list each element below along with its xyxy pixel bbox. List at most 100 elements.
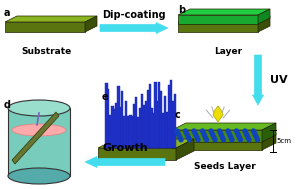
Circle shape xyxy=(213,138,217,142)
Bar xyxy=(135,97,137,148)
Circle shape xyxy=(245,133,249,137)
Circle shape xyxy=(218,131,223,135)
Circle shape xyxy=(252,131,257,135)
Bar xyxy=(127,116,129,148)
FancyArrow shape xyxy=(100,22,168,33)
Bar xyxy=(117,86,120,148)
Circle shape xyxy=(211,133,215,137)
Bar xyxy=(123,116,126,148)
Text: e: e xyxy=(102,92,109,102)
Bar xyxy=(109,115,112,148)
Bar xyxy=(119,107,121,148)
Bar xyxy=(137,117,139,148)
Circle shape xyxy=(187,136,190,140)
Circle shape xyxy=(210,131,214,135)
Bar xyxy=(170,80,172,148)
Bar xyxy=(107,89,109,148)
Text: 5cm: 5cm xyxy=(276,138,291,144)
Circle shape xyxy=(255,138,260,142)
Circle shape xyxy=(220,133,224,137)
Bar xyxy=(111,106,114,148)
Bar xyxy=(139,108,141,148)
Bar xyxy=(129,115,132,148)
Ellipse shape xyxy=(8,100,70,116)
Polygon shape xyxy=(85,16,97,32)
Polygon shape xyxy=(258,9,270,24)
Circle shape xyxy=(226,129,230,133)
Text: Seeds Layer: Seeds Layer xyxy=(194,162,256,171)
Text: d: d xyxy=(4,100,11,110)
Circle shape xyxy=(195,136,199,140)
Circle shape xyxy=(228,133,232,137)
Circle shape xyxy=(209,129,213,133)
Circle shape xyxy=(238,136,241,140)
Circle shape xyxy=(238,138,243,142)
Polygon shape xyxy=(172,140,262,150)
Polygon shape xyxy=(176,139,194,160)
Circle shape xyxy=(218,129,221,133)
Bar xyxy=(143,105,145,148)
Polygon shape xyxy=(262,123,276,142)
Polygon shape xyxy=(98,148,176,160)
Polygon shape xyxy=(213,106,223,122)
Circle shape xyxy=(244,131,248,135)
Bar xyxy=(148,84,151,148)
Circle shape xyxy=(196,138,200,142)
Circle shape xyxy=(178,136,182,140)
Circle shape xyxy=(254,136,258,140)
Circle shape xyxy=(194,133,198,137)
Bar xyxy=(133,104,135,148)
Circle shape xyxy=(185,133,190,137)
Text: Substrate: Substrate xyxy=(21,47,71,56)
Polygon shape xyxy=(178,9,270,15)
Bar xyxy=(125,101,127,148)
Polygon shape xyxy=(172,130,262,142)
Circle shape xyxy=(221,136,224,140)
Bar xyxy=(158,82,160,148)
Polygon shape xyxy=(12,112,59,164)
Circle shape xyxy=(235,131,240,135)
Circle shape xyxy=(235,129,238,133)
Circle shape xyxy=(176,131,180,135)
Bar xyxy=(8,108,70,176)
Circle shape xyxy=(192,129,196,133)
Circle shape xyxy=(201,131,206,135)
Circle shape xyxy=(175,129,179,133)
Circle shape xyxy=(229,136,233,140)
Text: Layer: Layer xyxy=(214,47,242,56)
Text: Dip-coating: Dip-coating xyxy=(102,10,166,20)
Bar xyxy=(174,94,176,148)
Bar xyxy=(162,113,165,148)
Polygon shape xyxy=(172,133,276,140)
Circle shape xyxy=(179,138,183,142)
Circle shape xyxy=(193,131,197,135)
Circle shape xyxy=(204,136,207,140)
Circle shape xyxy=(177,133,181,137)
Circle shape xyxy=(221,138,226,142)
Circle shape xyxy=(247,138,251,142)
Polygon shape xyxy=(5,22,85,32)
Bar xyxy=(166,112,168,148)
Bar xyxy=(121,91,123,148)
FancyArrow shape xyxy=(85,156,165,167)
Circle shape xyxy=(230,138,234,142)
Circle shape xyxy=(187,138,192,142)
Circle shape xyxy=(243,129,247,133)
Bar xyxy=(131,116,133,148)
Bar xyxy=(115,103,118,148)
Bar xyxy=(164,96,166,148)
Polygon shape xyxy=(5,16,97,22)
Circle shape xyxy=(227,131,231,135)
Polygon shape xyxy=(98,139,194,148)
Circle shape xyxy=(184,129,187,133)
Text: UV: UV xyxy=(270,75,288,85)
Polygon shape xyxy=(178,15,258,24)
Bar xyxy=(113,109,116,148)
Bar xyxy=(147,90,149,148)
FancyArrow shape xyxy=(252,55,263,105)
Circle shape xyxy=(212,136,216,140)
Bar xyxy=(141,94,143,148)
Circle shape xyxy=(204,138,209,142)
Polygon shape xyxy=(172,123,276,130)
Circle shape xyxy=(237,133,240,137)
